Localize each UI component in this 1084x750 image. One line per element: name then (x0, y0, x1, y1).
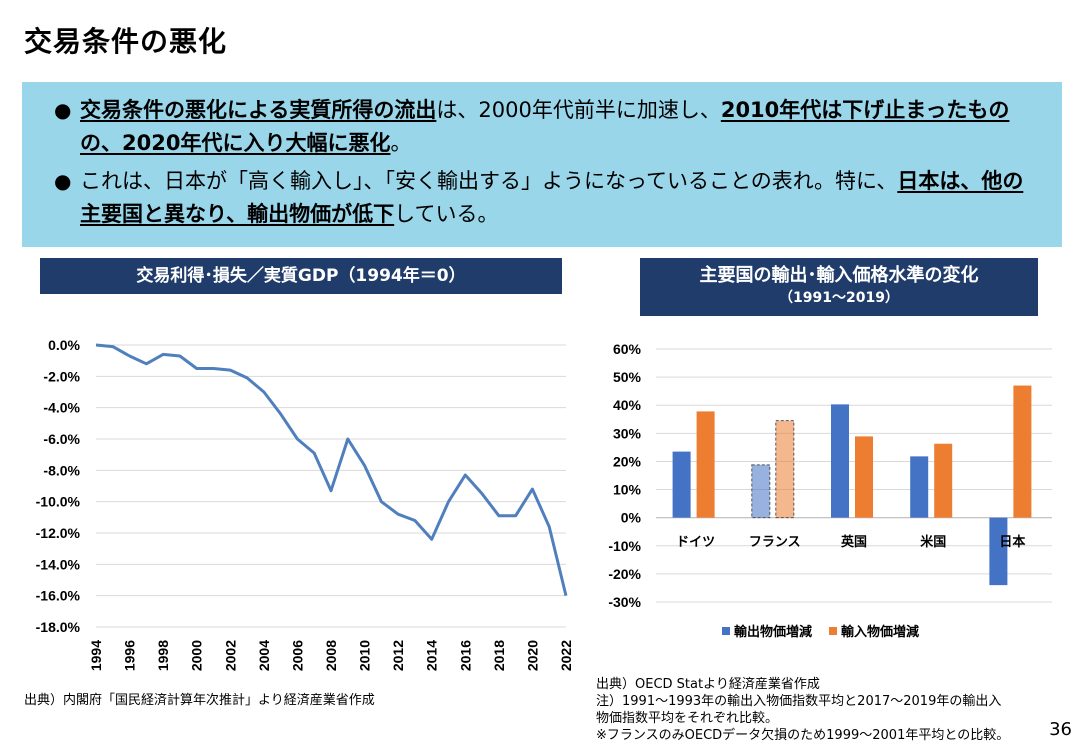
y-tick-label: 10% (613, 482, 642, 498)
right-chart-subtitle: （1991～2019） (779, 290, 899, 306)
plain-text: している。 (394, 202, 499, 226)
y-tick-label: -4.0% (43, 400, 80, 416)
y-tick-label: -30% (608, 594, 641, 610)
y-tick-label: -10% (608, 538, 641, 554)
x-tick-label: 2002 (222, 640, 238, 671)
x-tick-label: 2010 (357, 640, 373, 671)
x-tick-label: 1996 (122, 640, 138, 671)
bullet-item: ● これは、日本が「高く輸入し」、「安く輸出する」ようになっていることの表れ。特… (40, 165, 1044, 231)
x-tick-label: 2014 (424, 640, 440, 671)
emphasis-text: 日本は、他の主要国と異なり、輸出物価が低下 (80, 169, 1024, 226)
x-tick-label: 2016 (457, 640, 473, 671)
bar-chart: 60% 50% 40% 30% 20% 10% 0% -10% -20% -30% ドイツ フランス 英… (608, 341, 1052, 639)
x-tick-label: 1994 (88, 640, 104, 671)
bar (696, 411, 715, 518)
y-tick-label: -8.0% (43, 462, 80, 478)
x-tick-label: 2020 (524, 640, 540, 671)
y-tick-label: 50% (613, 369, 642, 385)
y-tick-label: -16.0% (36, 588, 81, 604)
plain-text: は、2000年代前半に加速し、 (436, 98, 721, 122)
emphasis-text: 2010年代は下げ止まったものの、2020年代に入り大幅に悪化 (80, 98, 1010, 155)
bar (989, 517, 1008, 586)
y-tick-label: -20% (608, 566, 641, 582)
y-tick-label: -18.0% (36, 619, 81, 635)
y-tick-label: 0% (621, 510, 642, 526)
plain-text: これは、日本が「高く輸入し」、「安く輸出する」ようになっていることの表れ。特に、 (80, 169, 898, 193)
y-tick-label: -6.0% (43, 431, 80, 447)
note-line: 物価指数平均をそれぞれ比較。 (596, 711, 779, 726)
x-tick-label: 2018 (491, 640, 507, 671)
category-label: 英国 (840, 534, 867, 549)
bar (775, 420, 795, 519)
legend-swatch (722, 627, 730, 635)
bar (910, 456, 929, 518)
category-label: フランス (749, 534, 801, 549)
y-tick-label: -2.0% (43, 368, 80, 384)
x-tick-label: 2022 (558, 640, 574, 671)
legend-label: 輸出物価増減 (734, 624, 812, 639)
bullet-dot-icon: ● (54, 169, 72, 193)
series-line (95, 343, 568, 597)
bullet-text: これは、日本が「高く輸入し」、「安く輸出する」ようになっていることの表れ。特に、… (80, 165, 1044, 231)
bar (1013, 385, 1032, 518)
plain-text: 。 (390, 131, 412, 155)
y-tick-label: -10.0% (36, 494, 81, 510)
x-tick-label: 2006 (289, 640, 305, 671)
right-chart-title: 主要国の輸出･輸入価格水準の変化 (699, 265, 979, 286)
bullet-item: ● 交易条件の悪化による実質所得の流出は、2000年代前半に加速し、2010年代… (40, 94, 1044, 160)
category-label: ドイツ (676, 534, 715, 549)
category-label: 日本 (999, 534, 1025, 549)
y-tick-label: 0.0% (48, 337, 80, 353)
x-tick-label: 1998 (155, 640, 171, 671)
y-tick-label: 30% (613, 425, 642, 441)
legend-swatch (829, 627, 837, 635)
legend-label: 輸入物価増減 (841, 624, 919, 639)
bullet-dot-icon: ● (54, 98, 72, 122)
y-tick-label: 40% (613, 397, 642, 413)
bullet-text: 交易条件の悪化による実質所得の流出は、2000年代前半に加速し、2010年代は下… (80, 94, 1044, 160)
right-source-note: 出典）OECD Statより経済産業省作成 注）1991～1993年の輸出入物価… (596, 676, 1009, 744)
bar (831, 404, 849, 518)
y-tick-label: -14.0% (36, 556, 81, 572)
note-line: 注）1991～1993年の輸出入物価指数平均と2017～2019年の輸出入 (596, 694, 1002, 709)
note-line: ※フランスのみOECDデータ欠損のため1999～2001年平均との比較。 (596, 728, 1010, 743)
right-chart-header: 主要国の輸出･輸入価格水準の変化 （1991～2019） (640, 258, 1038, 316)
left-chart-header: 交易利得･損失／実質GDP（1994年＝0） (40, 258, 562, 294)
emphasis-text: 交易条件の悪化による実質所得の流出 (80, 98, 437, 122)
y-tick-label: 20% (613, 453, 642, 469)
page-title: 交易条件の悪化 (24, 25, 228, 58)
page-number: 36 (1049, 719, 1072, 740)
line-chart: 0.0% -2.0% -4.0% -6.0% -8.0% -10.0% -12.0% -14.… (36, 337, 574, 671)
y-tick-label: 60% (613, 341, 642, 357)
bar (672, 451, 691, 518)
x-tick-label: 2004 (256, 640, 272, 671)
bar (751, 464, 771, 519)
left-source-note: 出典）内閣府「国民経済計算年次推計」より経済産業省作成 (24, 693, 375, 708)
x-tick-label: 2000 (189, 640, 205, 671)
bar (855, 436, 873, 518)
x-tick-label: 2008 (323, 640, 339, 671)
x-tick-label: 2012 (390, 640, 406, 671)
source-line: 出典）OECD Statより経済産業省作成 (596, 677, 820, 692)
summary-box: ● 交易条件の悪化による実質所得の流出は、2000年代前半に加速し、2010年代… (22, 82, 1062, 247)
y-tick-label: -12.0% (36, 525, 81, 541)
category-label: 米国 (920, 534, 946, 549)
bar (934, 443, 953, 518)
